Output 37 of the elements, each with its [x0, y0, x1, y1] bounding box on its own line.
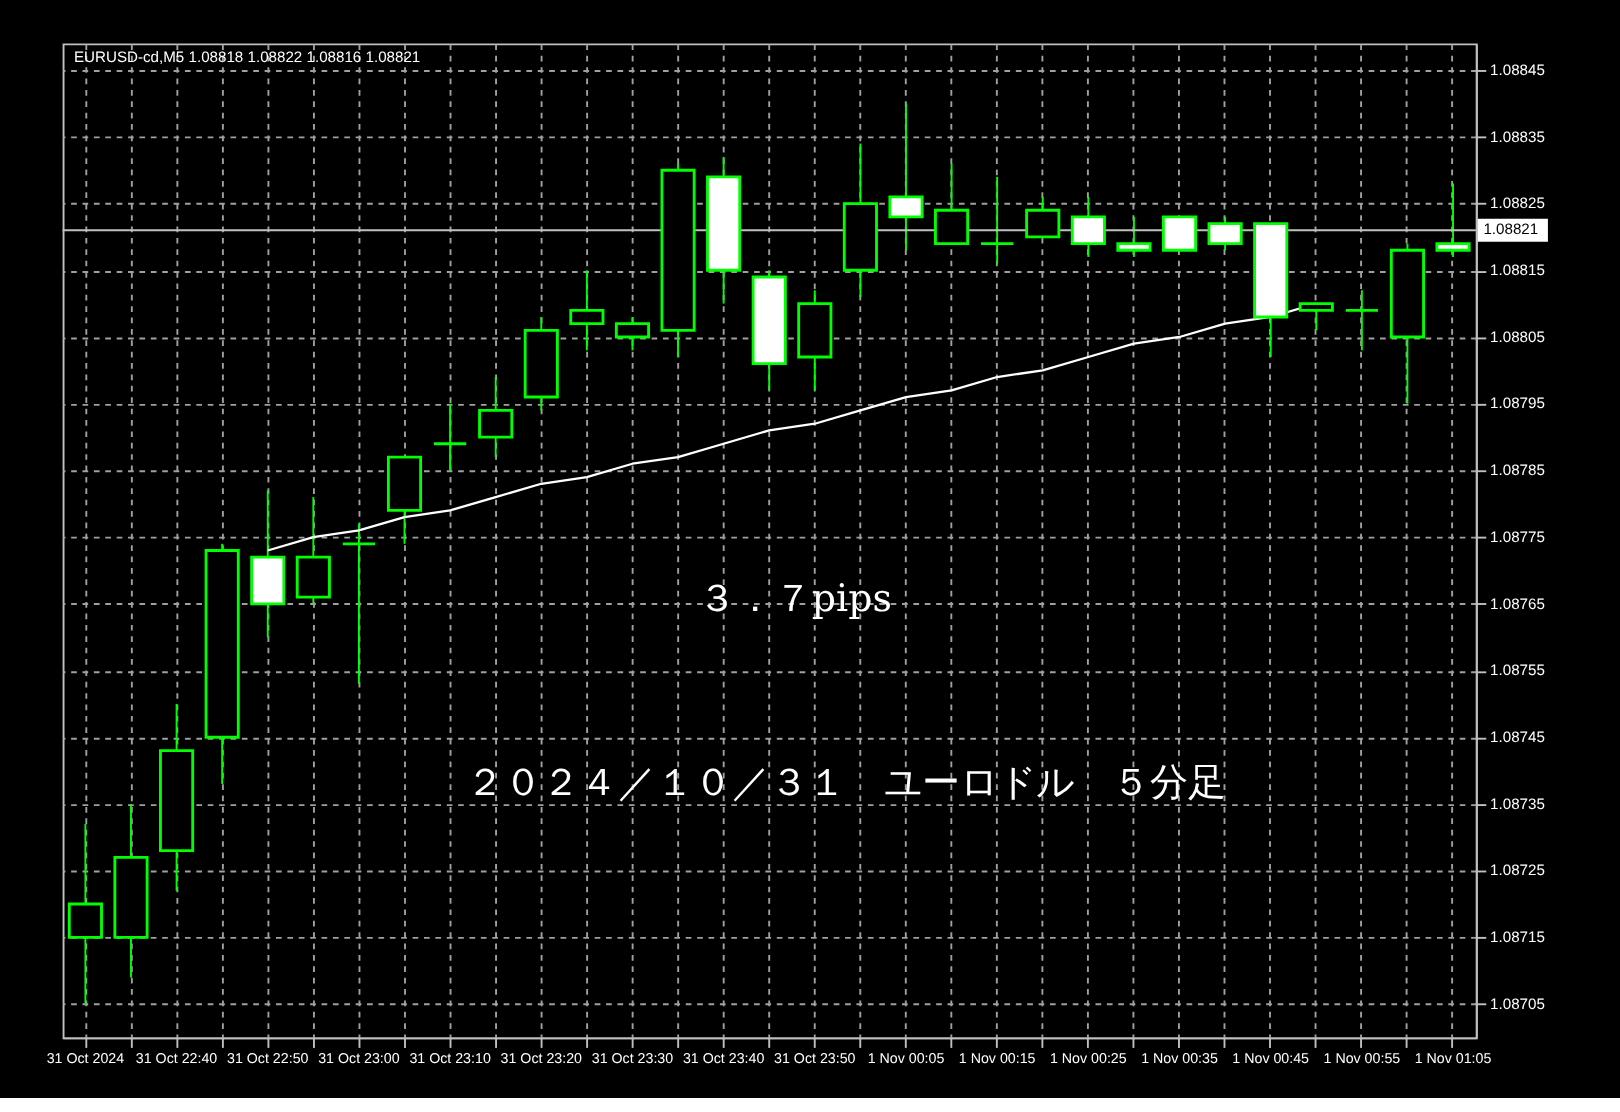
- annotation: ３．７pips: [697, 576, 892, 621]
- y-tick-label: 1.08785: [1490, 461, 1545, 480]
- candlestick: [341, 522, 377, 685]
- candlestick: [1025, 195, 1061, 239]
- candlestick: [934, 162, 970, 246]
- y-tick-label: 1.08745: [1490, 728, 1545, 747]
- y-tick-label: 1.08815: [1490, 261, 1545, 280]
- candlestick: [614, 316, 651, 352]
- y-tick-label: 1.08735: [1490, 794, 1545, 813]
- candlestick: [888, 102, 924, 252]
- candlestick: [569, 269, 605, 352]
- y-tick-label: 1.08825: [1490, 194, 1545, 213]
- y-tick-label: 1.08705: [1490, 994, 1545, 1013]
- y-tick-label: 1.08775: [1490, 527, 1545, 546]
- candlestick: [1116, 215, 1152, 258]
- candlestick: [1344, 289, 1380, 352]
- candlestick: [1070, 195, 1106, 258]
- candlestick: [67, 823, 103, 1006]
- annotation: ２０２４／１０／３１ ユーロドル ５分足: [466, 760, 1227, 805]
- candlestick: [432, 402, 468, 472]
- candlestick: [1298, 302, 1334, 332]
- candlestick: [1161, 215, 1198, 252]
- y-tick-label: 1.08845: [1490, 60, 1545, 79]
- candlestick: [979, 175, 1015, 265]
- y-tick-label: 1.08795: [1490, 394, 1545, 413]
- ref-line-label: 1.08821: [1483, 220, 1539, 239]
- y-tick-label: 1.08725: [1490, 861, 1545, 880]
- y-tick-label: 1.08835: [1490, 127, 1545, 146]
- candlestick: [1207, 215, 1243, 252]
- y-tick-label: 1.08715: [1490, 928, 1545, 947]
- candlestick: [1435, 182, 1471, 258]
- y-tick-label: 1.08755: [1490, 661, 1545, 680]
- y-tick-label: 1.08765: [1490, 594, 1545, 613]
- candlestick: [478, 376, 514, 459]
- candlestick: [295, 496, 331, 605]
- chart-title: EURUSD-cd,M5 1.08818 1.08822 1.08816 1.08821: [73, 48, 421, 67]
- y-tick-label: 1.08805: [1490, 327, 1545, 346]
